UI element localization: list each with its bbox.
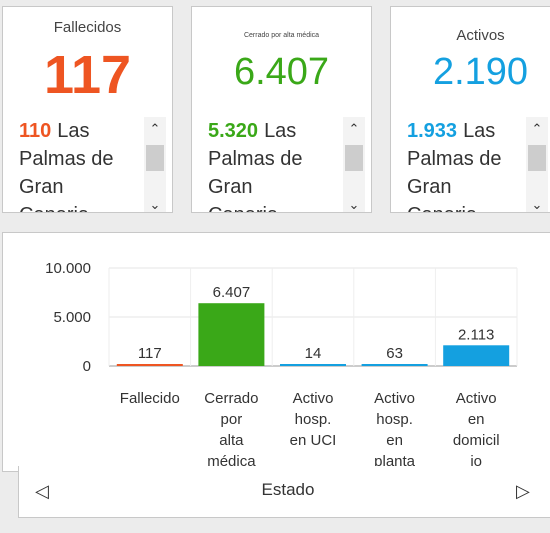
data-label: 117	[138, 345, 162, 362]
list-line: Gran	[19, 176, 64, 198]
x-tick-label: Fallecido	[120, 390, 180, 407]
chart-footer: ◁ Estado ▷	[18, 466, 550, 518]
x-tick-label: Activo	[374, 390, 415, 407]
list-line: Palmas de	[407, 148, 502, 170]
list-number: 1.933	[407, 120, 458, 142]
card-value: 6.407	[233, 51, 330, 93]
bar	[443, 345, 510, 366]
list-line: Palmas de	[19, 148, 114, 170]
bar-chart: 10.000 5.000 0 117 Fallecido 6.407 Cerrado por a…	[45, 260, 518, 470]
list-line: Las	[264, 120, 297, 142]
x-tick-label: planta	[374, 453, 416, 470]
chevron-down-icon[interactable]: ⌄	[348, 197, 360, 212]
card-value: 2.190	[432, 51, 529, 93]
card-scrollbar[interactable]: ⌃ ⌄	[144, 117, 166, 212]
chevron-down-icon[interactable]: ⌄	[149, 197, 161, 212]
x-tick-label: por	[221, 411, 243, 428]
y-tick-label: 5.000	[53, 309, 91, 326]
list-line: Gran	[407, 176, 452, 198]
card-scrollbar[interactable]: ⌃ ⌄	[343, 117, 365, 212]
chevron-up-icon[interactable]: ⌃	[348, 121, 360, 136]
triangle-right-icon[interactable]: ▷	[516, 481, 530, 501]
x-tick-label: Cerrado	[204, 390, 258, 407]
chevron-up-icon[interactable]: ⌃	[531, 121, 543, 136]
bar	[116, 364, 183, 366]
scroll-thumb[interactable]	[528, 145, 546, 171]
bar	[280, 364, 346, 366]
x-tick-label: Activo	[456, 390, 497, 407]
card-title: Cerrado por alta médica	[243, 32, 320, 39]
chevron-down-icon[interactable]: ⌄	[531, 197, 543, 212]
card-title: Activos	[456, 27, 505, 44]
card-cerrado: Cerrado por alta médica 6.407 5.320 Las P…	[191, 6, 372, 213]
scroll-thumb[interactable]	[146, 145, 164, 171]
x-tick-label: Activo	[293, 390, 334, 407]
x-axis-title: Estado	[261, 480, 315, 499]
x-tick-label: io	[470, 453, 482, 470]
list-line: Gran	[208, 176, 253, 198]
triangle-left-icon[interactable]: ◁	[35, 481, 49, 501]
bar	[198, 303, 265, 366]
list-line: Palmas de	[208, 148, 303, 170]
x-tick-label: domicil	[453, 432, 500, 449]
card-title: Fallecidos	[53, 19, 122, 36]
x-tick-label: en	[386, 432, 403, 449]
x-tick-label: en	[468, 411, 485, 428]
chart-panel: 10.000 5.000 0 117 Fallecido 6.407 Cerrado por a…	[2, 232, 550, 472]
x-tick-label: alta	[219, 432, 244, 449]
x-tick-label: médica	[207, 453, 256, 470]
data-label: 63	[386, 345, 403, 362]
card-scrollbar[interactable]: ⌃ ⌄	[526, 117, 548, 212]
list-line: Canaria	[208, 204, 278, 212]
list-number: 110	[19, 120, 52, 142]
x-tick-label: en UCI	[290, 432, 337, 449]
scroll-thumb[interactable]	[345, 145, 363, 171]
bar	[361, 364, 428, 366]
chevron-up-icon[interactable]: ⌃	[149, 121, 161, 136]
list-line: Las	[57, 120, 90, 142]
y-tick-label: 0	[83, 358, 91, 375]
list-number: 5.320	[208, 120, 259, 142]
data-label: 2.113	[458, 326, 494, 343]
x-tick-label: hosp.	[376, 411, 413, 428]
card-value: 117	[43, 45, 132, 105]
y-tick-label: 10.000	[45, 260, 91, 277]
list-line: Canaria	[407, 204, 477, 212]
list-line: Canaria	[19, 204, 89, 212]
list-line: Las	[463, 120, 496, 142]
data-label: 6.407	[213, 284, 251, 301]
x-tick-label: hosp.	[295, 411, 332, 428]
data-label: 14	[305, 345, 322, 362]
